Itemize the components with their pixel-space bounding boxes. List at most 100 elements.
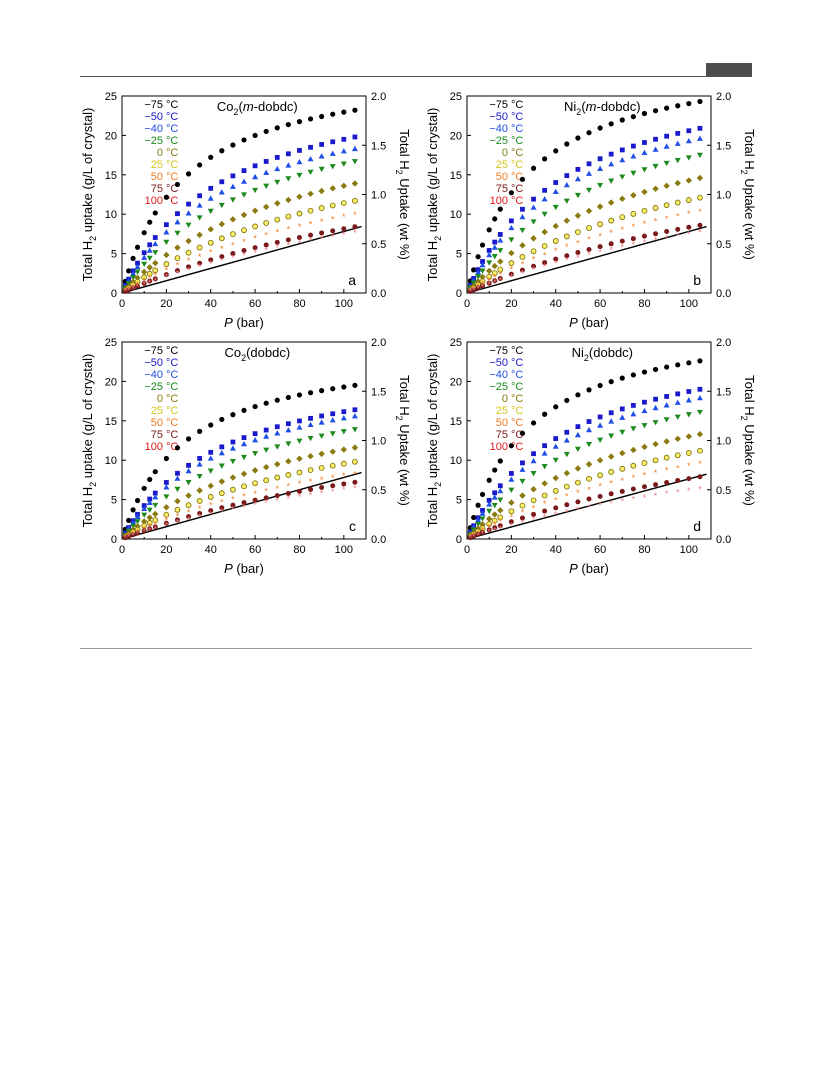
data-point: * [476,530,480,540]
data-point [152,502,159,509]
data-point: * [481,282,485,292]
data-point [340,200,347,207]
data-point [196,215,203,221]
data-point: * [142,527,146,537]
data-point: * [242,250,246,260]
data-point [146,520,153,526]
data-point [686,100,692,107]
data-point [285,121,291,128]
data-point [329,185,336,192]
data-point [152,524,158,530]
data-point [663,454,670,461]
data-point [619,214,626,221]
series--25 [122,427,358,538]
data-point: * [554,246,558,256]
series--40 [122,145,358,290]
data-point [508,443,514,449]
legend-entry: −40 [489,123,508,135]
y2-axis-label: Total H2 Uptake (wt %) [394,375,412,506]
data-point [352,479,358,485]
data-point [530,457,537,464]
data-point [352,382,358,388]
data-point [352,107,358,113]
data-point [285,490,291,496]
data-point [492,490,498,496]
data-point [641,233,647,239]
data-point [479,516,486,522]
data-point [674,158,681,164]
data-point [352,224,358,230]
y2-tick-label: 2.0 [371,337,386,349]
data-point [619,414,626,420]
data-point [479,510,486,516]
data-point [563,437,570,443]
data-point: * [220,244,224,254]
series-100: * * * * * * * * * * * * * * * * * * * * * * * * * [469,484,703,543]
data-point [196,487,203,494]
data-point [152,240,159,247]
data-point [252,451,259,457]
data-point: * [176,269,180,279]
data-point: * [654,217,658,227]
data-point [196,202,203,208]
data-point [564,429,570,435]
legend-unit: °C [511,357,523,369]
data-point [519,227,526,234]
legend-entry: 50 [496,417,508,429]
data-point: * [472,532,476,542]
x-tick-label: 60 [594,544,606,556]
data-point [586,475,592,482]
series--75 [467,358,703,531]
data-point [653,136,658,142]
data-point [218,463,225,469]
data-point [486,227,492,233]
data-point [663,438,670,445]
data-point [197,428,203,434]
data-point [508,218,514,224]
data-point [241,435,247,441]
footer-rule [80,648,752,649]
data-point [508,190,514,196]
data-point [185,237,192,245]
legend-entry: −50 [144,111,163,123]
data-point [330,411,336,417]
data-point [641,149,648,155]
data-point [542,508,548,514]
data-point: * [353,484,357,494]
data-point [686,476,692,482]
legend-unit: °C [166,123,178,135]
series-25 [122,197,358,294]
data-point [508,499,515,506]
data-point: * [698,227,702,237]
data-point: * [621,225,625,235]
data-point [285,151,291,157]
x-tick-label: 100 [680,298,698,310]
data-point [619,429,626,436]
data-point [674,199,681,206]
data-point [508,471,514,476]
data-point [341,226,347,232]
data-point [575,250,581,256]
legend-entry: −50 [489,357,508,369]
legend-entry: −75 [144,345,163,357]
data-point [497,497,504,503]
data-point [329,417,336,423]
data-point [318,153,325,159]
data-point [130,523,137,530]
y2-tick-label: 0.0 [716,288,731,300]
data-point [697,194,703,201]
data-point [652,185,659,193]
data-point: * [220,507,224,517]
legend-unit: °C [511,147,523,159]
data-point: * [264,230,268,240]
data-point: * [521,259,525,269]
data-point [541,243,548,249]
data-point [519,254,526,260]
data-point [597,156,603,162]
data-point: * [220,497,224,507]
data-point [597,422,604,428]
data-point [229,216,237,223]
data-point: * [148,525,152,535]
data-point [563,451,570,458]
data-point [126,517,132,524]
